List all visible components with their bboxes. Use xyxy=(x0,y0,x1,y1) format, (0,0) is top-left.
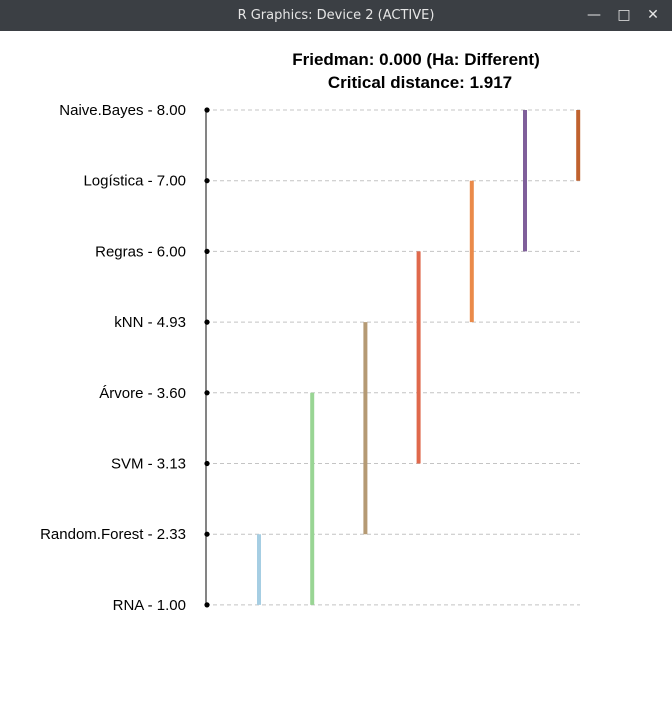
rank-label: Naive.Bayes - 8.00 xyxy=(59,102,186,119)
rank-label: SVM - 3.13 xyxy=(111,456,186,473)
close-button[interactable]: ✕ xyxy=(647,7,659,23)
plot-canvas: Friedman: 0.000 (Ha: Different) Critical… xyxy=(0,31,672,703)
window-titlebar[interactable]: R Graphics: Device 2 (ACTIVE) — □ ✕ xyxy=(0,0,672,31)
rank-label: Random.Forest - 2.33 xyxy=(40,526,186,543)
minimize-button[interactable]: — xyxy=(587,7,601,23)
rank-label: Árvore - 3.60 xyxy=(99,385,186,402)
rank-label: kNN - 4.93 xyxy=(114,314,186,331)
group-bars xyxy=(257,110,581,605)
critical-difference-chart: Friedman: 0.000 (Ha: Different) Critical… xyxy=(40,50,581,614)
rank-point xyxy=(204,107,210,113)
rank-point xyxy=(204,390,210,396)
rank-label: Regras - 6.00 xyxy=(95,243,186,260)
chart-title: Friedman: 0.000 (Ha: Different) xyxy=(292,50,540,69)
rank-point xyxy=(204,531,210,537)
grid-lines xyxy=(206,109,580,606)
maximize-button[interactable]: □ xyxy=(617,7,631,23)
rank-points xyxy=(204,107,210,608)
rank-point xyxy=(204,460,210,467)
rank-point xyxy=(204,319,210,325)
chart-subtitle: Critical distance: 1.917 xyxy=(328,73,512,92)
rank-point xyxy=(204,178,210,184)
window-title: R Graphics: Device 2 (ACTIVE) xyxy=(237,8,435,23)
rank-label: Logística - 7.00 xyxy=(83,173,186,190)
rank-labels: Naive.Bayes - 8.00 Logística - 7.00 Regras… xyxy=(40,102,186,614)
rank-point xyxy=(204,248,210,254)
rank-label: RNA - 1.00 xyxy=(113,597,186,614)
rank-point xyxy=(204,602,210,608)
